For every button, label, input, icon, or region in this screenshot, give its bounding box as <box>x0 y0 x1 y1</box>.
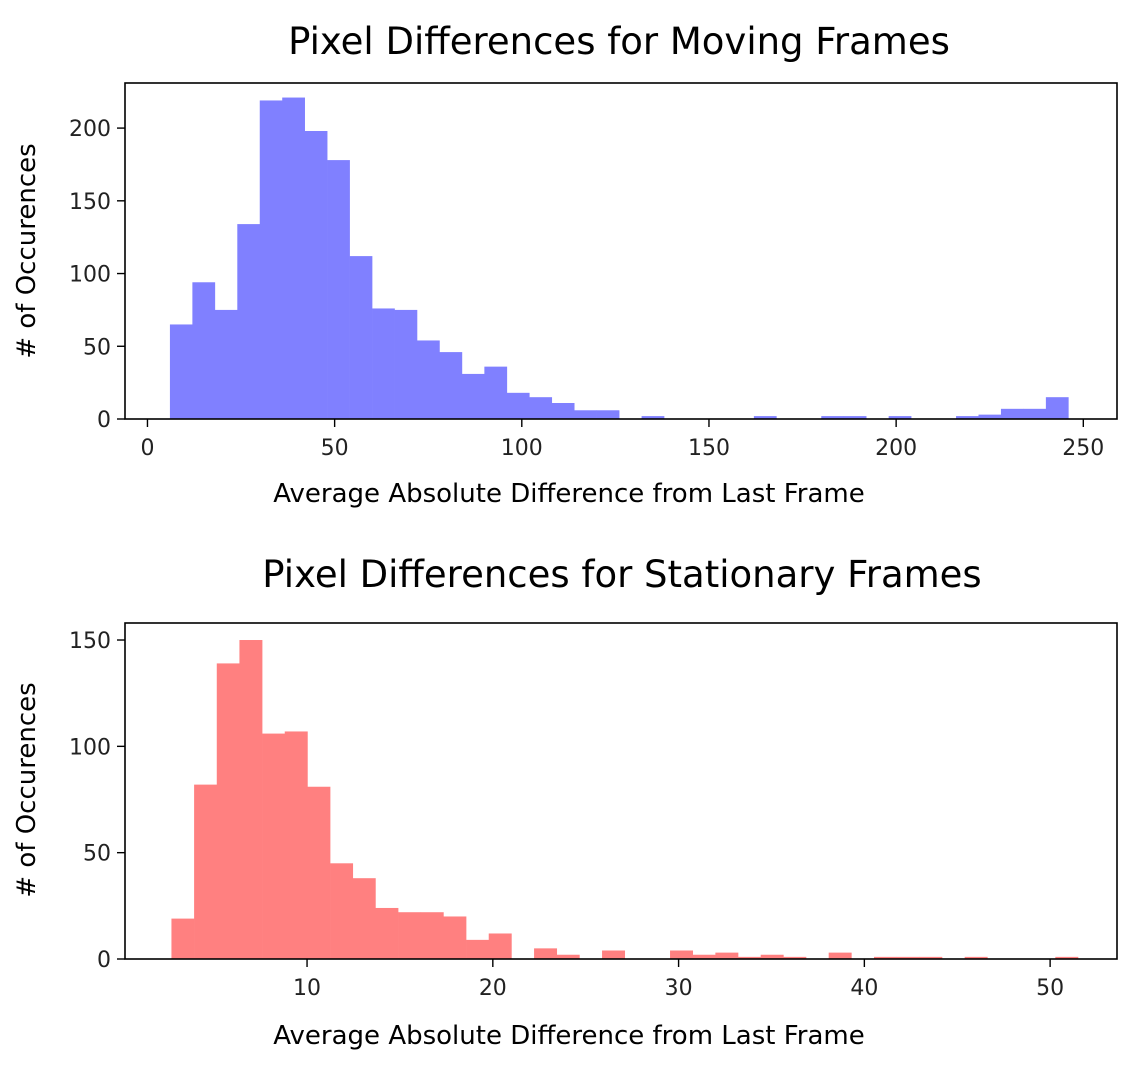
bars-group <box>169 97 1069 420</box>
histogram-bar <box>284 731 308 959</box>
histogram-bar <box>488 933 512 959</box>
histogram-bar <box>439 352 463 419</box>
histogram-bar <box>551 403 575 419</box>
histogram-bar <box>461 373 485 419</box>
x-tick-label: 40 <box>850 976 878 1001</box>
histogram-bar <box>194 784 218 959</box>
histogram-bar <box>443 916 467 959</box>
y-axis-ticks: 0 50 100 150 200 <box>69 117 125 433</box>
x-tick-label: 200 <box>875 436 917 461</box>
histogram-bar <box>466 939 490 959</box>
histogram-bar <box>964 956 988 959</box>
histogram-bar <box>602 950 626 959</box>
histogram-bar <box>192 282 216 419</box>
histogram-bar <box>398 912 422 959</box>
histogram-bar <box>843 416 867 419</box>
y-tick-label: 0 <box>97 408 111 433</box>
plot-frame <box>124 622 1118 960</box>
histogram-bar <box>237 224 261 419</box>
histogram-bar <box>420 912 444 959</box>
histogram-bar <box>169 324 193 419</box>
x-tick-label: 100 <box>501 436 543 461</box>
histogram-bar <box>874 956 897 959</box>
x-axis-label: Average Absolute Difference from Last Fr… <box>273 1021 864 1051</box>
y-axis-label: # of Occurences <box>12 143 42 358</box>
histogram-bar <box>307 786 331 959</box>
x-tick-label: 20 <box>479 976 507 1001</box>
histogram-bar <box>1045 397 1069 419</box>
histogram-bar <box>783 956 807 959</box>
bars-group <box>171 640 1079 959</box>
histogram-bar <box>1023 408 1047 419</box>
histogram-bar <box>821 416 845 419</box>
histogram-bar <box>506 392 530 419</box>
histogram-bar <box>753 416 777 419</box>
x-axis-label: Average Absolute Difference from Last Fr… <box>273 479 864 509</box>
histogram-bar <box>896 956 920 959</box>
y-tick-label: 50 <box>83 335 111 360</box>
y-tick-label: 150 <box>69 629 111 654</box>
x-tick-label: 50 <box>1036 976 1064 1001</box>
moving-frames-histogram: Pixel Differences for Moving Frames 0 50 1… <box>12 20 1118 509</box>
histogram-bar <box>978 414 1002 419</box>
histogram-bar <box>692 954 716 959</box>
histogram-bar <box>352 878 376 959</box>
histogram-bar <box>738 956 761 959</box>
x-tick-label: 150 <box>688 436 730 461</box>
histogram-bar <box>330 863 354 959</box>
histogram-bar <box>641 416 665 419</box>
histogram-bar <box>888 416 912 419</box>
histogram-bar <box>239 640 263 959</box>
histogram-bar <box>529 397 553 419</box>
x-tick-label: 30 <box>665 976 693 1001</box>
histogram-bar <box>484 366 508 419</box>
histogram-bar <box>760 954 784 959</box>
y-tick-label: 0 <box>97 948 111 973</box>
histogram-bar <box>282 97 305 419</box>
histogram-bar <box>1000 408 1024 419</box>
histogram-bar <box>919 956 943 959</box>
histogram-bar <box>715 952 739 959</box>
histogram-bar <box>259 100 283 420</box>
plot-frame <box>124 82 1118 420</box>
histogram-bar <box>375 907 399 959</box>
chart-title: Pixel Differences for Moving Frames <box>288 20 950 63</box>
histogram-bar <box>349 256 373 419</box>
y-tick-label: 200 <box>69 117 111 142</box>
histogram-bar <box>596 410 620 419</box>
chart-title: Pixel Differences for Stationary Frames <box>262 553 981 596</box>
histogram-bar <box>394 309 418 419</box>
histogram-bar <box>214 309 238 419</box>
histogram-bar <box>828 952 852 959</box>
histogram-bar <box>216 663 240 959</box>
x-tick-label: 10 <box>293 976 321 1001</box>
x-axis-ticks: 10 20 30 40 50 <box>293 959 1064 1001</box>
x-axis-ticks: 0 50 100 150 200 250 <box>140 419 1104 461</box>
histogram-bar <box>574 410 597 419</box>
histogram-bar <box>327 160 350 419</box>
histogram-bar <box>956 416 979 419</box>
histogram-bar <box>416 340 440 419</box>
y-tick-label: 100 <box>69 263 111 288</box>
x-tick-label: 0 <box>140 436 154 461</box>
x-tick-label: 50 <box>321 436 349 461</box>
y-axis-label: # of Occurences <box>12 682 42 897</box>
x-tick-label: 250 <box>1062 436 1104 461</box>
histogram-bar <box>304 131 328 419</box>
histogram-bar <box>556 954 580 959</box>
y-axis-ticks: 0 50 100 150 <box>69 629 125 973</box>
histogram-bar <box>670 950 694 959</box>
stationary-frames-histogram: Pixel Differences for Stationary Frames … <box>12 553 1118 1051</box>
histogram-bar <box>372 308 395 419</box>
histogram-bar <box>262 733 286 959</box>
histogram-bar <box>534 948 558 959</box>
y-tick-label: 100 <box>69 735 111 760</box>
histogram-bar <box>171 918 195 959</box>
histogram-bar <box>1055 956 1079 959</box>
y-tick-label: 150 <box>69 190 111 215</box>
y-tick-label: 50 <box>83 842 111 867</box>
